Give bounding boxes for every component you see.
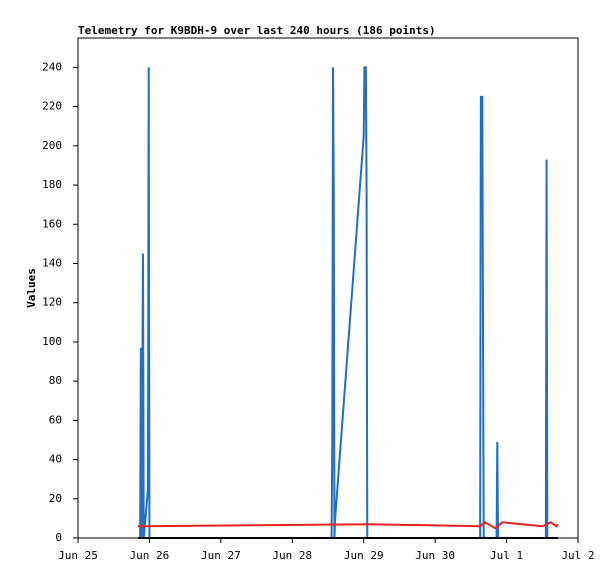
y-tick-label: 200 [42,139,62,152]
y-tick-label: 120 [42,296,62,309]
x-tick-label: Jun 26 [130,549,170,562]
x-tick-label: Jun 25 [58,549,98,562]
y-tick-label: 20 [49,492,62,505]
y-tick-label: 140 [42,256,62,269]
series-line [139,66,558,539]
y-axis-label: Values [25,268,38,308]
y-tick-label: 220 [42,100,62,113]
series-line [138,521,559,530]
y-tick-label: 40 [49,453,62,466]
y-tick-label: 160 [42,217,62,230]
y-tick-label: 60 [49,413,62,426]
y-tick-label: 180 [42,178,62,191]
x-tick-label: Jun 30 [415,549,455,562]
x-tick-label: Jun 27 [201,549,241,562]
x-tick-label: Jul 2 [561,549,594,562]
y-tick-label: 240 [42,60,62,73]
x-tick-label: Jun 29 [344,549,384,562]
chart-title: Telemetry for K9BDH-9 over last 240 hour… [78,24,436,37]
y-tick-label: 100 [42,335,62,348]
y-tick-label: 80 [49,374,62,387]
y-tick-label: 0 [55,531,62,544]
x-tick-label: Jun 28 [272,549,312,562]
x-tick-label: Jul 1 [490,549,523,562]
